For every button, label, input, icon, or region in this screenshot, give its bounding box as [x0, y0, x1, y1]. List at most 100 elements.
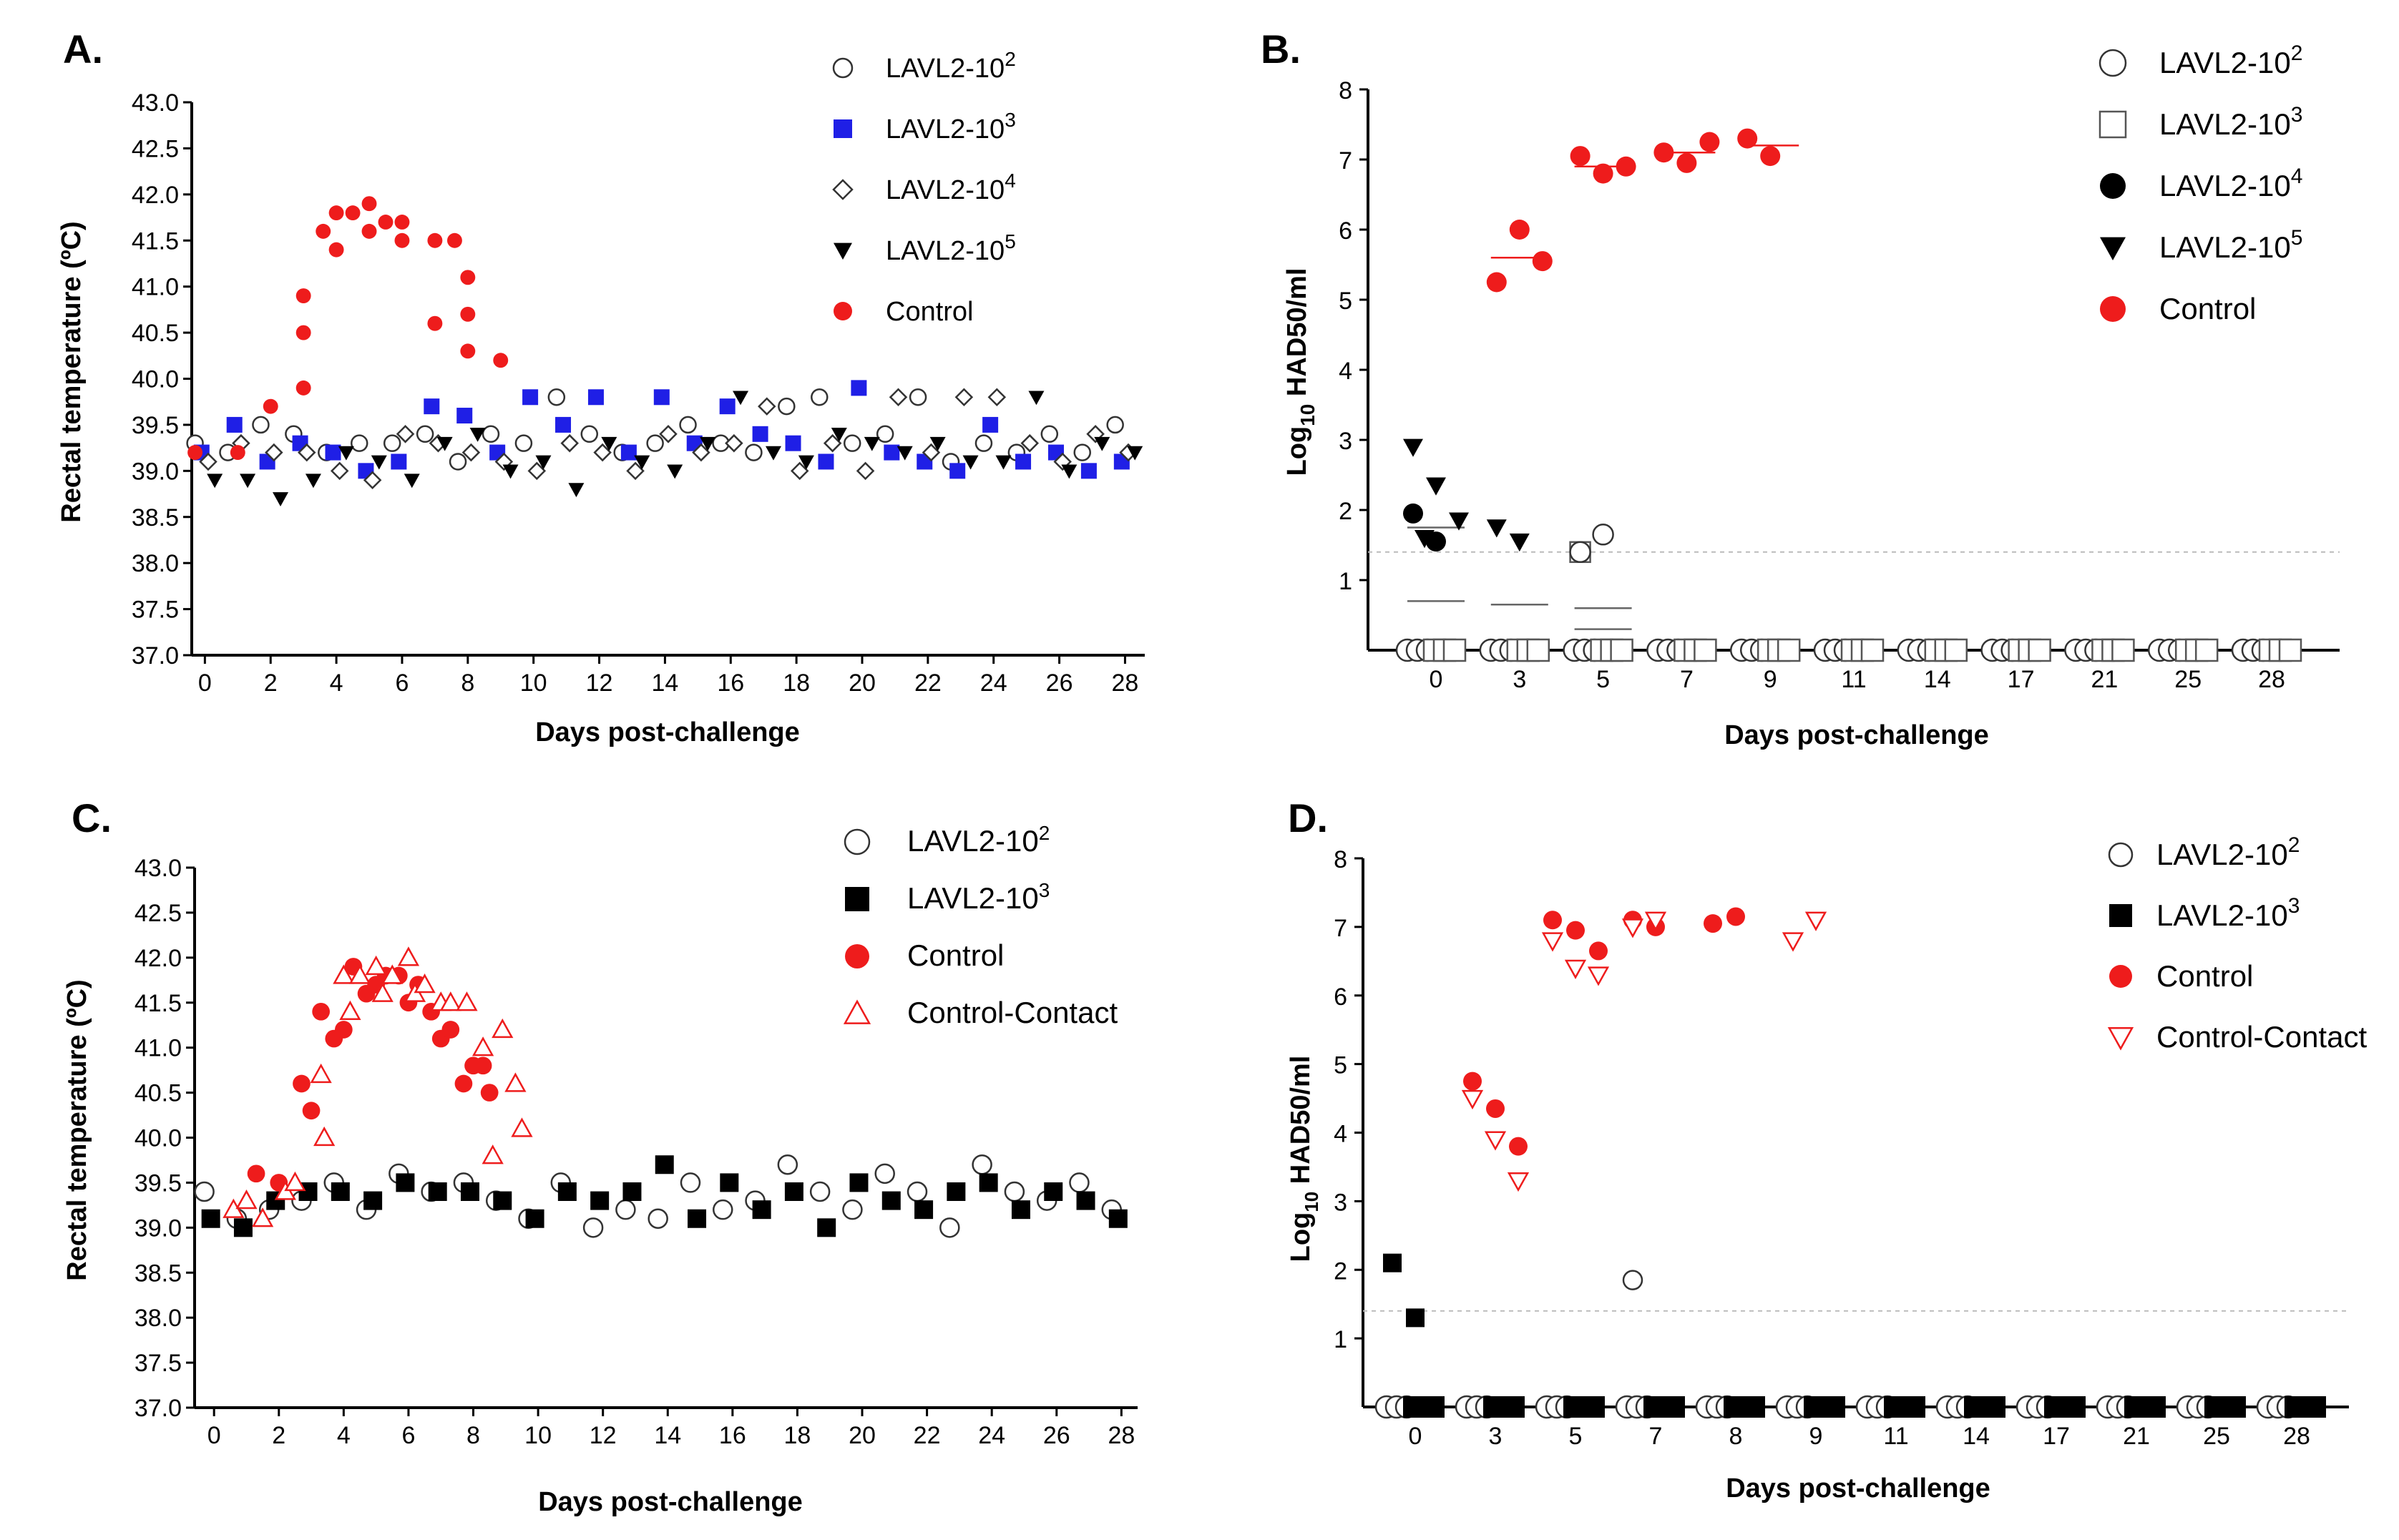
A-point-square-blue	[719, 398, 736, 415]
B-xtick-label: 3	[1513, 666, 1526, 693]
panel-b-legend: LAVL2-102 LAVL2-103 LAVL2-104 LAVL2-105 Cont…	[2098, 41, 2303, 325]
A-point-dot-red	[446, 232, 462, 248]
A-point-diamond-open	[823, 433, 842, 453]
D-legend-sup: 2	[2288, 833, 2300, 857]
B-xtick-label: 9	[1764, 666, 1777, 693]
A-legend-marker	[834, 119, 852, 138]
C-point-triangle-open-red	[371, 982, 394, 1002]
C-ytick-label: 41.5	[135, 990, 182, 1017]
C-legend-text: Control	[907, 938, 1004, 972]
D-ytick-label: 6	[1334, 984, 1347, 1011]
A-point-triangle-down	[831, 428, 847, 442]
C-point-square-black	[881, 1191, 901, 1210]
C-point-square-black	[849, 1173, 869, 1192]
A-xtick-label: 12	[586, 670, 613, 697]
C-point-circle-open	[194, 1181, 215, 1202]
B-point-triangle-down	[1403, 438, 1423, 457]
B-baseline-point	[2111, 638, 2135, 662]
B-point-dot-red	[1532, 251, 1553, 272]
A-point-circle-open	[383, 434, 401, 452]
B-point-circle-open	[1569, 541, 1591, 564]
panel-b-label: B.	[1261, 26, 1301, 72]
panel-c-ylabel: Rectal temperature (ºC)	[62, 979, 92, 1280]
C-legend-marker	[845, 887, 869, 911]
B-point-dot-red	[1509, 220, 1530, 240]
B-point-triangle-down	[1486, 519, 1507, 538]
A-point-diamond-open	[889, 388, 908, 407]
A-point-dot-red	[427, 315, 443, 331]
C-xtick-label: 8	[466, 1422, 480, 1449]
A-point-dot-red	[187, 445, 203, 461]
B-point-triangle-down	[1426, 477, 1446, 496]
A-point-triangle-down	[207, 474, 223, 489]
A-ytick-label: 40.0	[132, 366, 179, 393]
A-point-diamond-open	[560, 433, 579, 453]
B-point-dot-red	[1699, 132, 1720, 152]
C-point-square-black	[460, 1182, 479, 1201]
A-ytick-label: 41.5	[132, 227, 179, 255]
A-point-triangle-down	[469, 428, 486, 442]
A-point-square-blue	[884, 444, 900, 461]
A-point-circle-open	[449, 453, 467, 471]
C-point-dot-red	[293, 1074, 311, 1093]
C-xtick-label: 16	[719, 1422, 746, 1449]
panel-c-label: C.	[72, 795, 112, 840]
B-legend-text: LAVL2-105	[2159, 226, 2302, 264]
C-point-triangle-open-red	[310, 1063, 332, 1084]
B-legend-sup: 3	[2291, 103, 2303, 127]
A-xtick-label: 0	[198, 670, 212, 697]
C-xtick-label: 28	[1108, 1422, 1135, 1449]
D-xtick-label: 14	[1963, 1423, 1990, 1450]
C-point-dot-red	[480, 1084, 499, 1102]
A-point-circle-open	[646, 434, 664, 452]
C-point-square-black	[688, 1209, 707, 1228]
C-point-square-black	[233, 1218, 253, 1237]
A-point-triangle-down	[929, 436, 946, 451]
A-point-triangle-down	[404, 474, 420, 489]
C-point-circle-open	[615, 1199, 636, 1220]
A-point-diamond-open	[758, 397, 776, 416]
C-legend-marker	[845, 944, 869, 968]
C-point-triangle-open-red	[472, 1036, 494, 1056]
A-point-dot-red	[328, 205, 344, 221]
D-xtick-label: 21	[2123, 1423, 2150, 1450]
C-ytick-label: 37.0	[135, 1395, 182, 1422]
C-point-square-black	[331, 1182, 350, 1201]
D-baseline-point	[1423, 1396, 1445, 1418]
A-point-diamond-open	[330, 461, 349, 481]
B-xtick-label: 0	[1430, 666, 1443, 693]
A-point-triangle-down	[995, 455, 1012, 470]
D-xtick-label: 3	[1489, 1423, 1503, 1450]
C-point-square-black	[947, 1182, 966, 1201]
D-legend-text: LAVL2-103	[2156, 894, 2300, 932]
D-xtick-label: 28	[2283, 1423, 2310, 1450]
D-legend-marker	[2107, 1026, 2134, 1051]
A-point-circle-open	[745, 443, 763, 461]
A-ytick-label: 38.5	[132, 504, 179, 531]
B-point-dot-red	[1760, 146, 1781, 167]
A-point-dot-red	[295, 288, 311, 303]
D-ytick-label: 8	[1334, 846, 1347, 873]
D-baseline-point	[1904, 1396, 1925, 1418]
A-point-square-blue	[982, 416, 999, 433]
C-legend-sup: 3	[1039, 879, 1050, 901]
D-ytick-label: 4	[1334, 1121, 1347, 1148]
C-point-triangle-open-red	[235, 1190, 258, 1210]
C-point-triangle-open-red	[284, 1171, 306, 1192]
A-legend-text: LAVL2-103	[886, 109, 1016, 144]
C-point-square-black	[525, 1209, 544, 1228]
A-point-dot-red	[263, 398, 278, 414]
C-point-triangle-open-red	[381, 964, 404, 984]
D-legend-text: Control	[2156, 959, 2253, 993]
panel-c-legend: LAVL2-102 LAVL2-103 Control Control-Contact	[843, 822, 1118, 1029]
C-xtick-label: 2	[272, 1422, 285, 1449]
C-point-dot-red	[441, 1021, 460, 1039]
C-point-dot-red	[302, 1102, 321, 1120]
C-xtick-label: 26	[1043, 1422, 1070, 1449]
B-legend-marker	[2100, 237, 2126, 260]
C-point-circle-open	[680, 1172, 701, 1193]
A-point-diamond-open	[461, 443, 481, 462]
B-xtick-label: 28	[2258, 666, 2285, 693]
D-baseline-point	[1583, 1396, 1605, 1418]
D-xtick-label: 17	[2043, 1423, 2070, 1450]
